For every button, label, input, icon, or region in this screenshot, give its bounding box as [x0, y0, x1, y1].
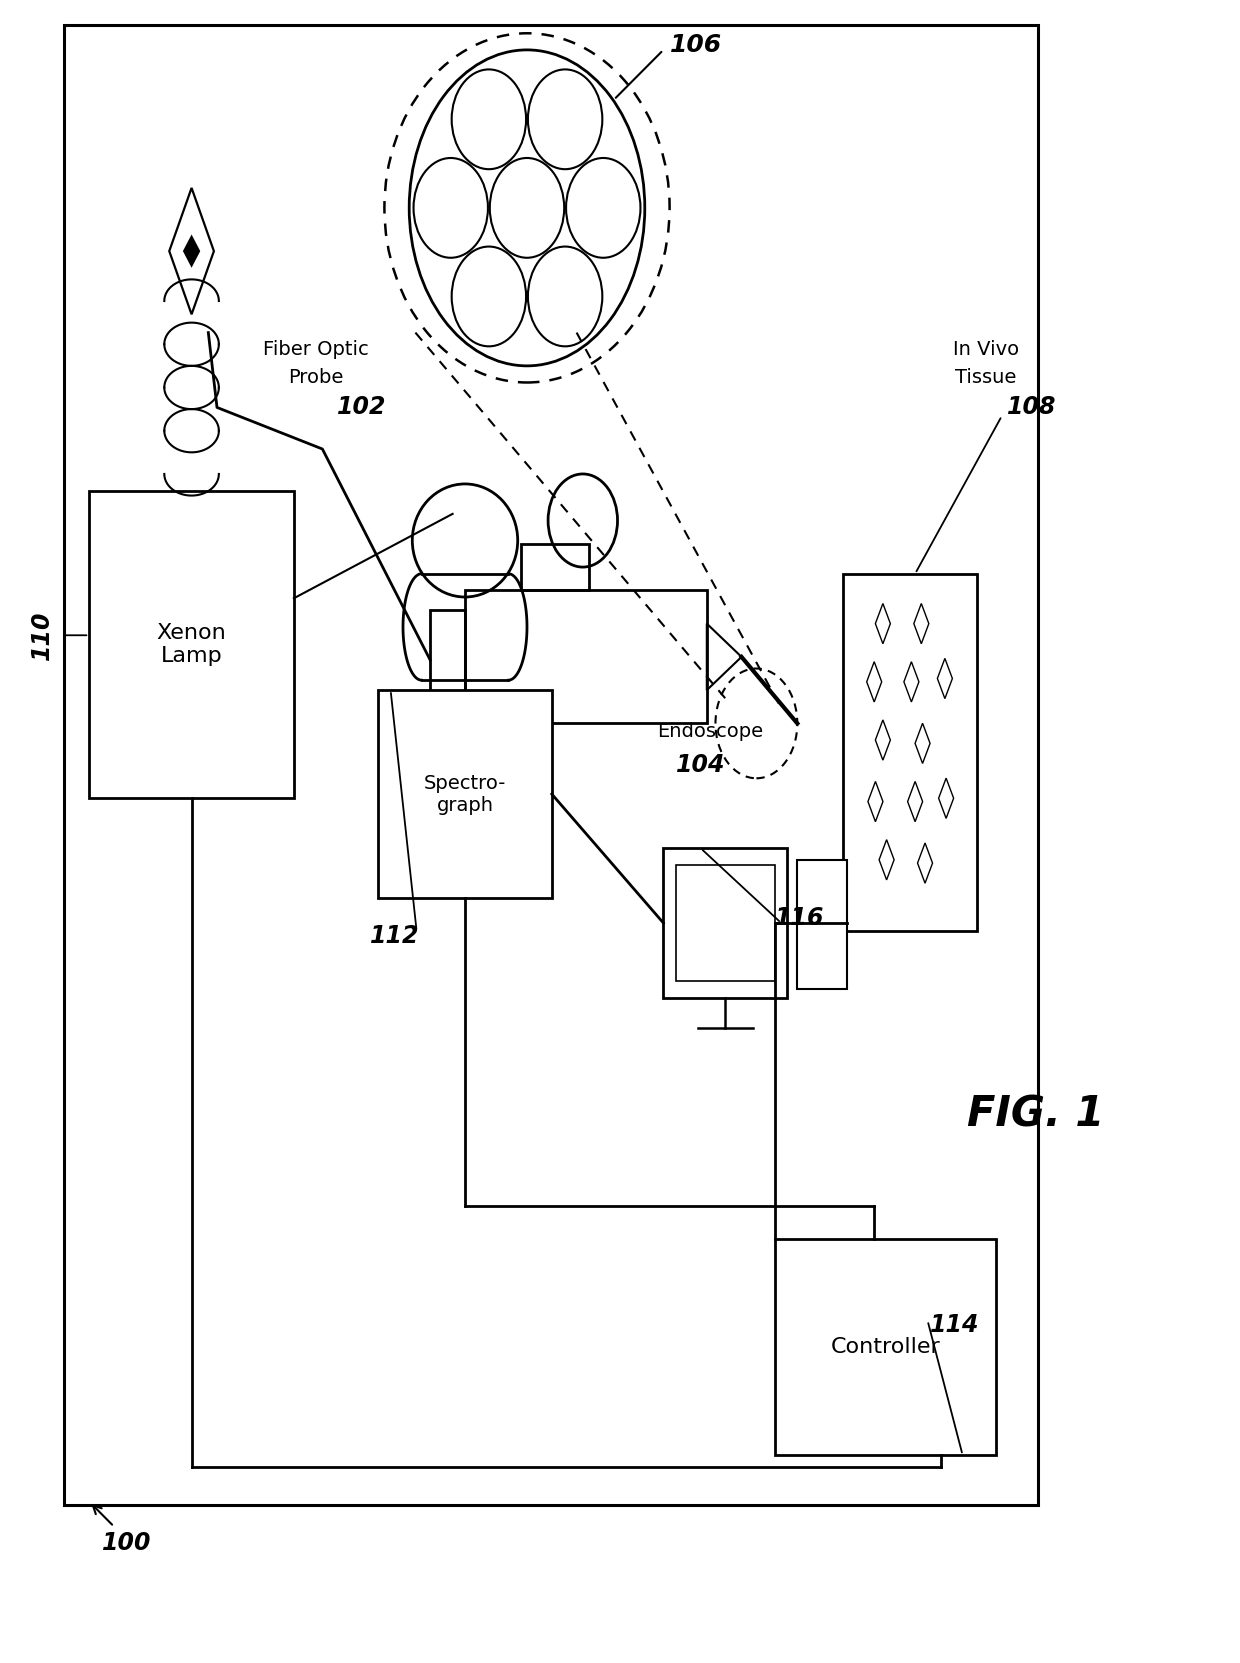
- Text: FIG. 1: FIG. 1: [967, 1093, 1104, 1136]
- Text: Controller: Controller: [831, 1337, 940, 1357]
- Bar: [465, 590, 707, 723]
- Text: 100: 100: [102, 1532, 151, 1555]
- Text: 110: 110: [30, 610, 55, 660]
- Bar: [843, 574, 977, 931]
- Text: Spectro-
graph: Spectro- graph: [424, 773, 506, 815]
- Text: Fiber Optic: Fiber Optic: [263, 339, 370, 359]
- Text: In Vivo: In Vivo: [952, 339, 1019, 359]
- Bar: [797, 860, 847, 989]
- Bar: [775, 1239, 996, 1455]
- Bar: [89, 491, 294, 798]
- Text: Endoscope: Endoscope: [657, 722, 764, 742]
- Text: 102: 102: [337, 396, 387, 419]
- Text: 114: 114: [930, 1314, 980, 1337]
- Text: Tissue: Tissue: [955, 368, 1017, 387]
- Text: Xenon
Lamp: Xenon Lamp: [156, 624, 227, 665]
- Bar: [663, 848, 787, 998]
- Bar: [430, 610, 465, 710]
- Text: 116: 116: [775, 906, 825, 930]
- Bar: [676, 865, 775, 981]
- Text: Probe: Probe: [289, 368, 343, 387]
- Text: 106: 106: [670, 33, 722, 57]
- Bar: [378, 690, 552, 898]
- Text: 112: 112: [370, 925, 419, 948]
- Polygon shape: [184, 234, 201, 268]
- Text: 108: 108: [1007, 396, 1056, 419]
- Bar: [64, 25, 1038, 1505]
- Text: 104: 104: [676, 753, 725, 777]
- Bar: [521, 544, 589, 590]
